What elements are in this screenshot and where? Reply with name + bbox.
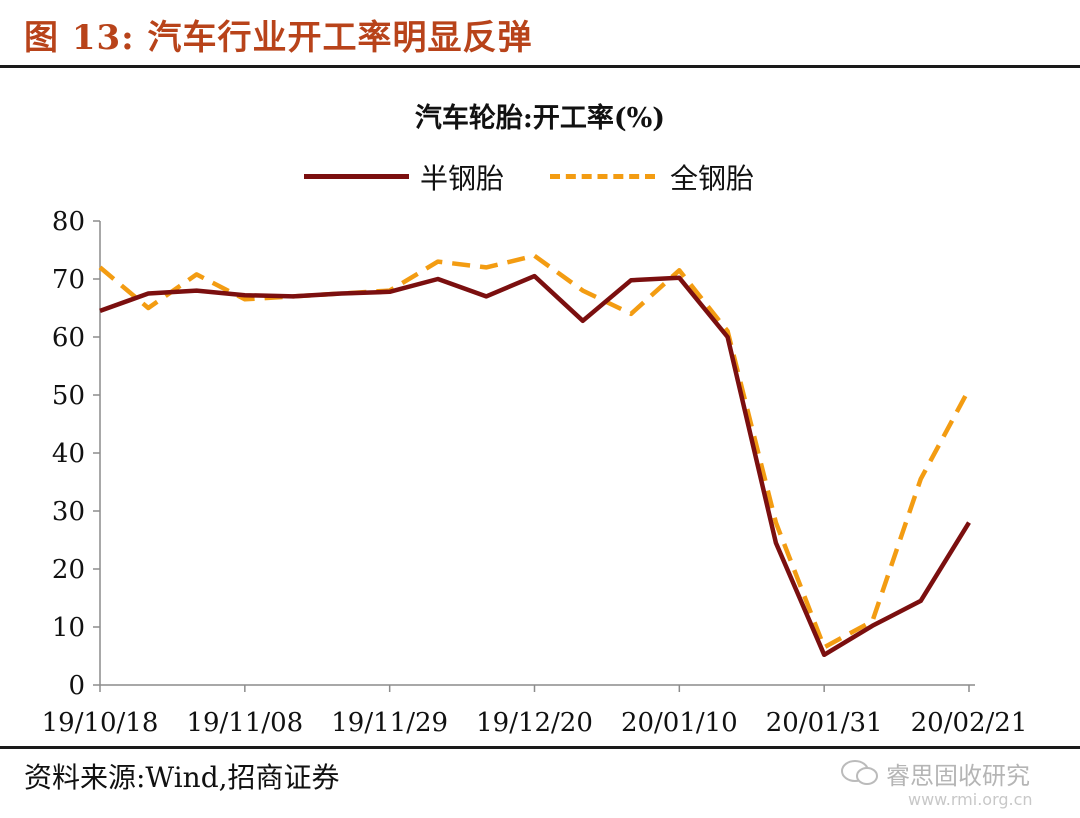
- footer-rule: [0, 746, 1080, 749]
- x-tick-label: 19/12/20: [476, 708, 593, 738]
- x-tick-label: 19/10/18: [42, 708, 159, 738]
- source-note: 资料来源:Wind,招商证券: [24, 761, 340, 794]
- x-tick-label: 19/11/29: [331, 708, 448, 738]
- legend-label-series-2: 全钢胎: [670, 162, 755, 195]
- y-tick-label: 20: [52, 555, 85, 585]
- legend-swatch-series-1: [304, 174, 409, 179]
- series-line-2: [98, 253, 971, 650]
- x-tick-label: 20/01/31: [766, 708, 883, 738]
- x-tick-label: 20/02/21: [911, 708, 1028, 738]
- figure-title: 图 13: 汽车行业开工率明显反弹: [24, 18, 533, 58]
- x-tick-label: 20/01/10: [621, 708, 738, 738]
- line-chart: 0 10 20 30 40 50 60 70 80 19/10/18 19/11/08 19/11/2…: [42, 207, 1028, 738]
- x-tick-label: 19/11/08: [186, 708, 303, 738]
- y-tick-label: 10: [52, 613, 85, 643]
- y-tick-label: 60: [52, 323, 85, 353]
- y-tick-label: 0: [68, 671, 85, 701]
- y-tick-label: 40: [52, 439, 85, 469]
- chat-bubble-icon: [841, 760, 878, 785]
- chart-title: 汽车轮胎:开工率(%): [414, 103, 666, 134]
- y-tick-label: 70: [52, 265, 85, 295]
- watermark-name: 睿思固收研究: [886, 762, 1030, 790]
- legend-label-series-1: 半钢胎: [420, 162, 505, 195]
- series-line-1: [99, 273, 971, 658]
- y-tick-label: 30: [52, 497, 85, 527]
- legend-swatch-series-2: [550, 174, 655, 179]
- watermark: 睿思固收研究 www.rmi.org.cn: [836, 752, 1076, 812]
- y-tick-label: 50: [52, 381, 85, 411]
- figure-header: 图 13: 汽车行业开工率明显反弹: [0, 0, 1080, 68]
- y-tick-label: 80: [52, 207, 85, 237]
- watermark-site: www.rmi.org.cn: [908, 790, 1033, 809]
